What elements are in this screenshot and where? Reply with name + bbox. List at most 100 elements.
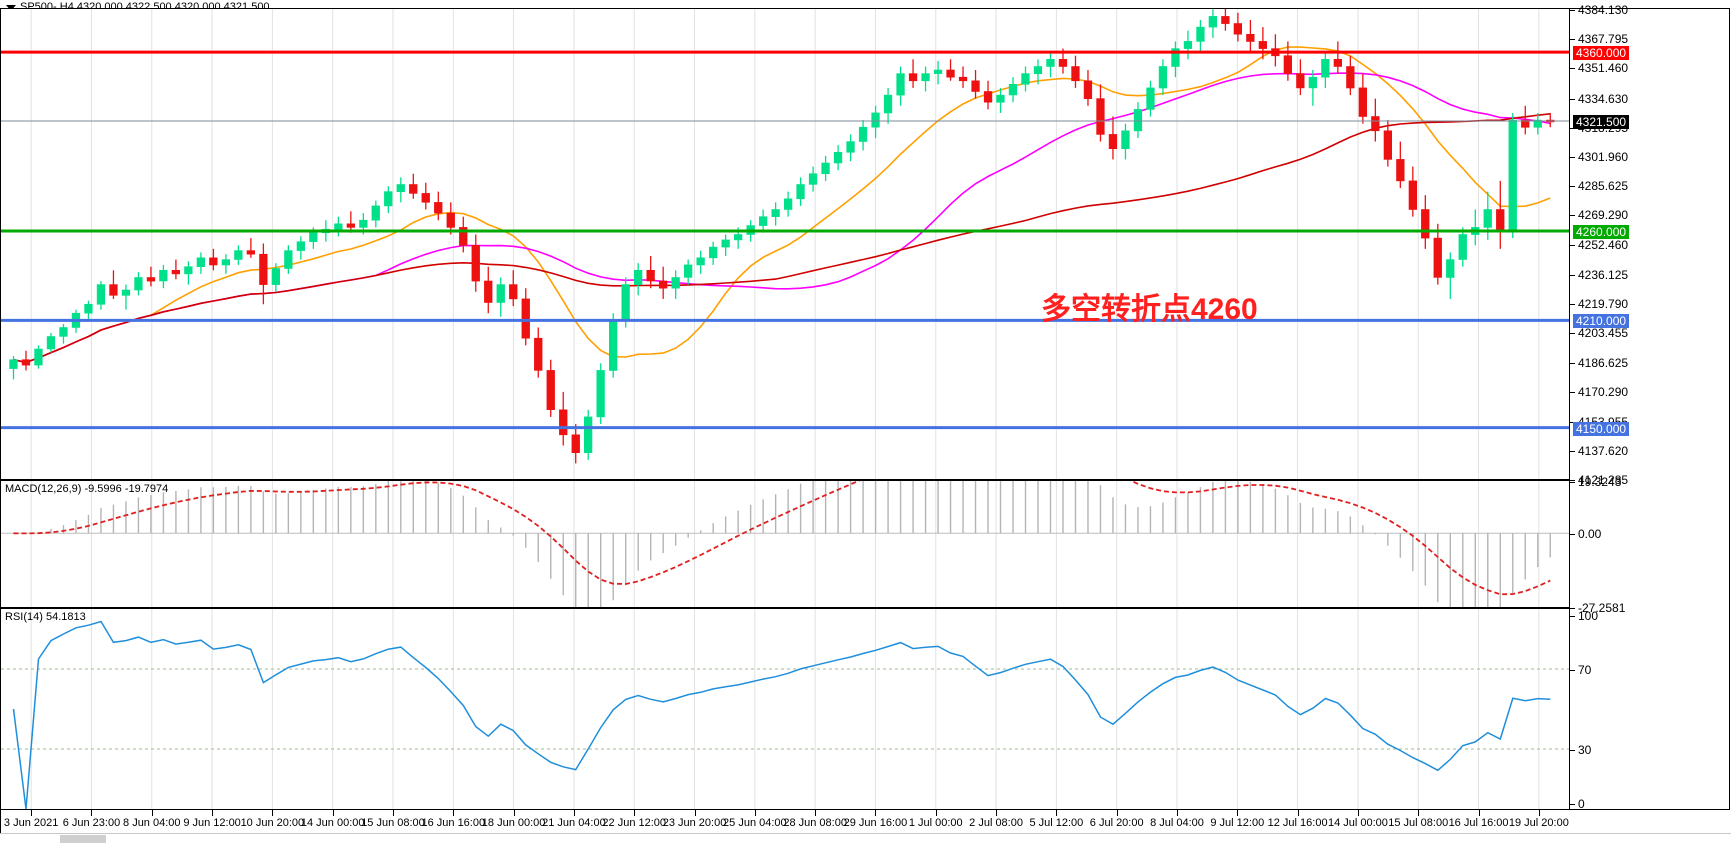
- chart-annotation-text: 多空转折点4260: [1041, 293, 1258, 326]
- candle-body: [159, 269, 168, 282]
- candle-body: [971, 80, 980, 92]
- candle-body: [683, 264, 693, 278]
- candle-body: [221, 259, 230, 266]
- rsi-line: [12, 620, 1551, 809]
- candle-body: [908, 73, 918, 82]
- price-level-badge-support-4150[interactable]: 4150.000: [1573, 421, 1630, 436]
- time-axis-label: 15 Jul 08:00: [1388, 817, 1449, 829]
- time-axis-tick: [1237, 810, 1239, 816]
- price-axis-label: 4186.625: [1578, 356, 1629, 371]
- candle-body: [1483, 209, 1492, 228]
- candle-body: [296, 241, 305, 251]
- time-axis-label: 1 Jul 00:00: [908, 817, 963, 829]
- time-axis-label: 3 Jun 2021: [3, 817, 59, 829]
- time-axis-label: 29 Jun 16:00: [843, 817, 908, 829]
- candle-body: [84, 303, 93, 314]
- price-axis-label: 4203.455: [1578, 326, 1629, 341]
- candle-body: [96, 284, 106, 305]
- candle-body: [21, 359, 31, 366]
- candle-body: [821, 162, 830, 174]
- candle-body: [1458, 234, 1467, 260]
- time-axis-tick: [1418, 810, 1420, 816]
- time-axis-tick: [694, 810, 696, 816]
- axis-tick: [1570, 333, 1575, 335]
- candle-body: [521, 298, 530, 339]
- candle-body: [1021, 73, 1030, 85]
- candle-body: [1308, 76, 1317, 89]
- candle-body: [583, 416, 593, 453]
- candle-body: [871, 112, 880, 128]
- candle-body: [658, 280, 668, 289]
- time-axis-tick: [31, 810, 33, 816]
- price-chart-canvas[interactable]: [1, 9, 1569, 479]
- candle-body: [858, 126, 868, 142]
- axis-tick: [1570, 39, 1575, 41]
- price-pane[interactable]: 多空转折点4260: [0, 8, 1570, 480]
- candle-body: [958, 76, 968, 82]
- candle-body: [209, 257, 218, 266]
- candle-body: [34, 348, 43, 366]
- time-axis-tick: [1056, 810, 1058, 816]
- candle-body: [758, 216, 768, 226]
- candle-body: [1196, 26, 1205, 42]
- price-level-badge-support-4210[interactable]: 4210.000: [1573, 314, 1630, 329]
- time-axis-label: 6 Jul 20:00: [1089, 817, 1144, 829]
- candle-body: [496, 284, 505, 303]
- price-level-badge-pivot-4260[interactable]: 4260.000: [1573, 224, 1630, 239]
- rsi-axis-label: 0: [1578, 797, 1585, 811]
- candle-body: [808, 173, 818, 185]
- candle-body: [733, 234, 743, 241]
- candle-body: [1008, 84, 1018, 96]
- candle-body: [1221, 16, 1230, 24]
- axis-tick: [1570, 480, 1575, 481]
- current-price-badge[interactable]: 4321.500: [1573, 114, 1630, 129]
- candle-body: [721, 239, 730, 248]
- price-axis-label: 4301.960: [1578, 149, 1629, 164]
- price-level-badge-resistance-4360[interactable]: 4360.000: [1573, 46, 1630, 61]
- rsi-pane[interactable]: RSI(14) 54.1813: [0, 608, 1570, 810]
- time-axis-label: 2 Jul 08:00: [969, 817, 1023, 829]
- candle-body: [9, 359, 18, 369]
- time-axis-tick: [935, 810, 937, 816]
- macd-chart-canvas[interactable]: [1, 481, 1569, 607]
- candle-body: [1083, 80, 1093, 100]
- candle-body: [1046, 58, 1055, 67]
- time-axis-tick: [815, 810, 817, 816]
- candle-body: [471, 245, 480, 282]
- candle-body: [234, 250, 243, 260]
- axis-tick: [1570, 750, 1575, 751]
- macd-pane[interactable]: MACD(12,26,9) -9.5996 -19.7974: [0, 480, 1570, 608]
- candle-body: [446, 212, 455, 228]
- time-axis-label: 15 Jun 08:00: [361, 817, 425, 829]
- candle-body: [246, 250, 255, 255]
- time-scale-axis[interactable]: 3 Jun 2021 6 Jun 23:00 8 Jun 04:00 9 Jun 12…: [0, 810, 1570, 843]
- time-axis-label: 18 Jun 00:00: [481, 817, 546, 829]
- price-axis-label: 4121.285: [1578, 473, 1629, 487]
- candle-body: [1508, 119, 1517, 232]
- time-axis-label: 21 Jun 04:00: [542, 817, 606, 829]
- candle-body: [1208, 16, 1217, 28]
- candle-body: [571, 434, 580, 453]
- candle-body: [1133, 109, 1143, 132]
- candle-body: [309, 232, 318, 242]
- axis-tick: [1570, 534, 1575, 536]
- price-scale-axis[interactable]: 4384.1304367.7954351.4604334.6304318.295…: [1570, 3, 1730, 811]
- time-axis-tick: [996, 810, 998, 816]
- candle-body: [996, 94, 1005, 103]
- candle-body: [459, 227, 468, 246]
- candle-body: [1033, 66, 1043, 74]
- candle-body: [484, 280, 493, 303]
- time-axis-tick: [573, 810, 575, 816]
- axis-tick: [1570, 215, 1575, 217]
- taskbar-item[interactable]: [60, 835, 106, 843]
- candle-body: [271, 268, 280, 285]
- time-axis-label: 22 Jun 12:00: [602, 817, 667, 829]
- time-axis-tick: [332, 810, 334, 816]
- price-axis-label: 4334.630: [1578, 91, 1629, 106]
- candle-body: [196, 257, 205, 268]
- axis-tick: [1570, 156, 1575, 158]
- candle-body: [671, 277, 680, 289]
- rsi-chart-canvas[interactable]: [1, 609, 1569, 809]
- time-axis-tick: [1177, 810, 1178, 816]
- time-axis-tick: [1297, 810, 1299, 816]
